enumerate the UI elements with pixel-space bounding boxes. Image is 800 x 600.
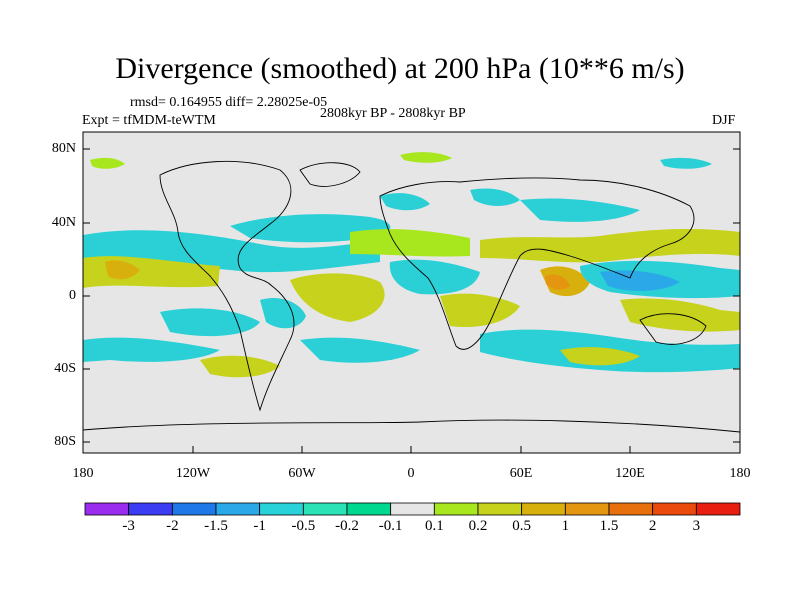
y-label-0: 0 — [69, 288, 76, 303]
x-label-120w: 120W — [175, 466, 211, 481]
y-label-80s: 80S — [54, 434, 76, 449]
colorbar-label: -3 — [122, 518, 135, 534]
y-label-40s: 40S — [54, 361, 76, 376]
colorbar — [84, 502, 741, 516]
x-label-60w: 60W — [288, 466, 316, 481]
colorbar-swatch — [608, 502, 654, 516]
colorbar-label: 3 — [692, 518, 701, 534]
colorbar-swatch — [346, 502, 392, 516]
x-label-0: 0 — [407, 466, 415, 481]
y-label-40n: 40N — [51, 215, 76, 230]
x-label-60e: 60E — [509, 466, 533, 481]
colorbar-label: -0.5 — [291, 518, 316, 534]
x-label-180w: 180 — [72, 466, 94, 481]
colorbar-label: -1 — [253, 518, 266, 534]
colorbar-label: 0.1 — [424, 518, 444, 534]
colorbar-swatch — [652, 502, 697, 516]
colorbar-swatch — [695, 502, 741, 516]
chart-title: Divergence (smoothed) at 200 hPa (10**6 … — [115, 52, 685, 85]
colorbar-swatch — [477, 502, 523, 516]
colorbar-label: -1.5 — [204, 518, 228, 534]
colorbar-label: -0.2 — [335, 518, 359, 534]
experiment-text: Expt = tfMDM-teWTM — [82, 113, 216, 128]
season-text: DJF — [712, 113, 736, 128]
colorbar-swatch — [171, 502, 217, 516]
colorbar-label: 0.2 — [468, 518, 488, 534]
colorbar-label: -2 — [166, 518, 179, 534]
x-label-180e: 180 — [729, 466, 751, 481]
colorbar-swatch — [215, 502, 261, 516]
colorbar-label: 0.5 — [512, 518, 532, 534]
colorbar-label: 1.5 — [599, 518, 619, 534]
period-text: 2808kyr BP - 2808kyr BP — [320, 106, 466, 121]
colorbar-swatch — [84, 502, 130, 516]
colorbar-swatch — [521, 502, 566, 516]
colorbar-label: 1 — [561, 518, 570, 534]
colorbar-swatch — [259, 502, 304, 516]
y-label-80n: 80N — [51, 141, 76, 156]
colorbar-swatch — [128, 502, 173, 516]
colorbar-label: -0.1 — [378, 518, 403, 534]
x-label-120e: 120E — [615, 466, 645, 481]
colorbar-swatch — [564, 502, 610, 516]
colorbar-label: 2 — [648, 518, 657, 534]
axis-ticks — [82, 148, 741, 453]
stats-text: rmsd= 0.164955 diff= 2.28025e-05 — [130, 95, 328, 110]
colorbar-swatch — [390, 502, 435, 516]
colorbar-swatch — [302, 502, 348, 516]
coastlines — [83, 160, 740, 433]
colorbar-swatch — [433, 502, 479, 516]
